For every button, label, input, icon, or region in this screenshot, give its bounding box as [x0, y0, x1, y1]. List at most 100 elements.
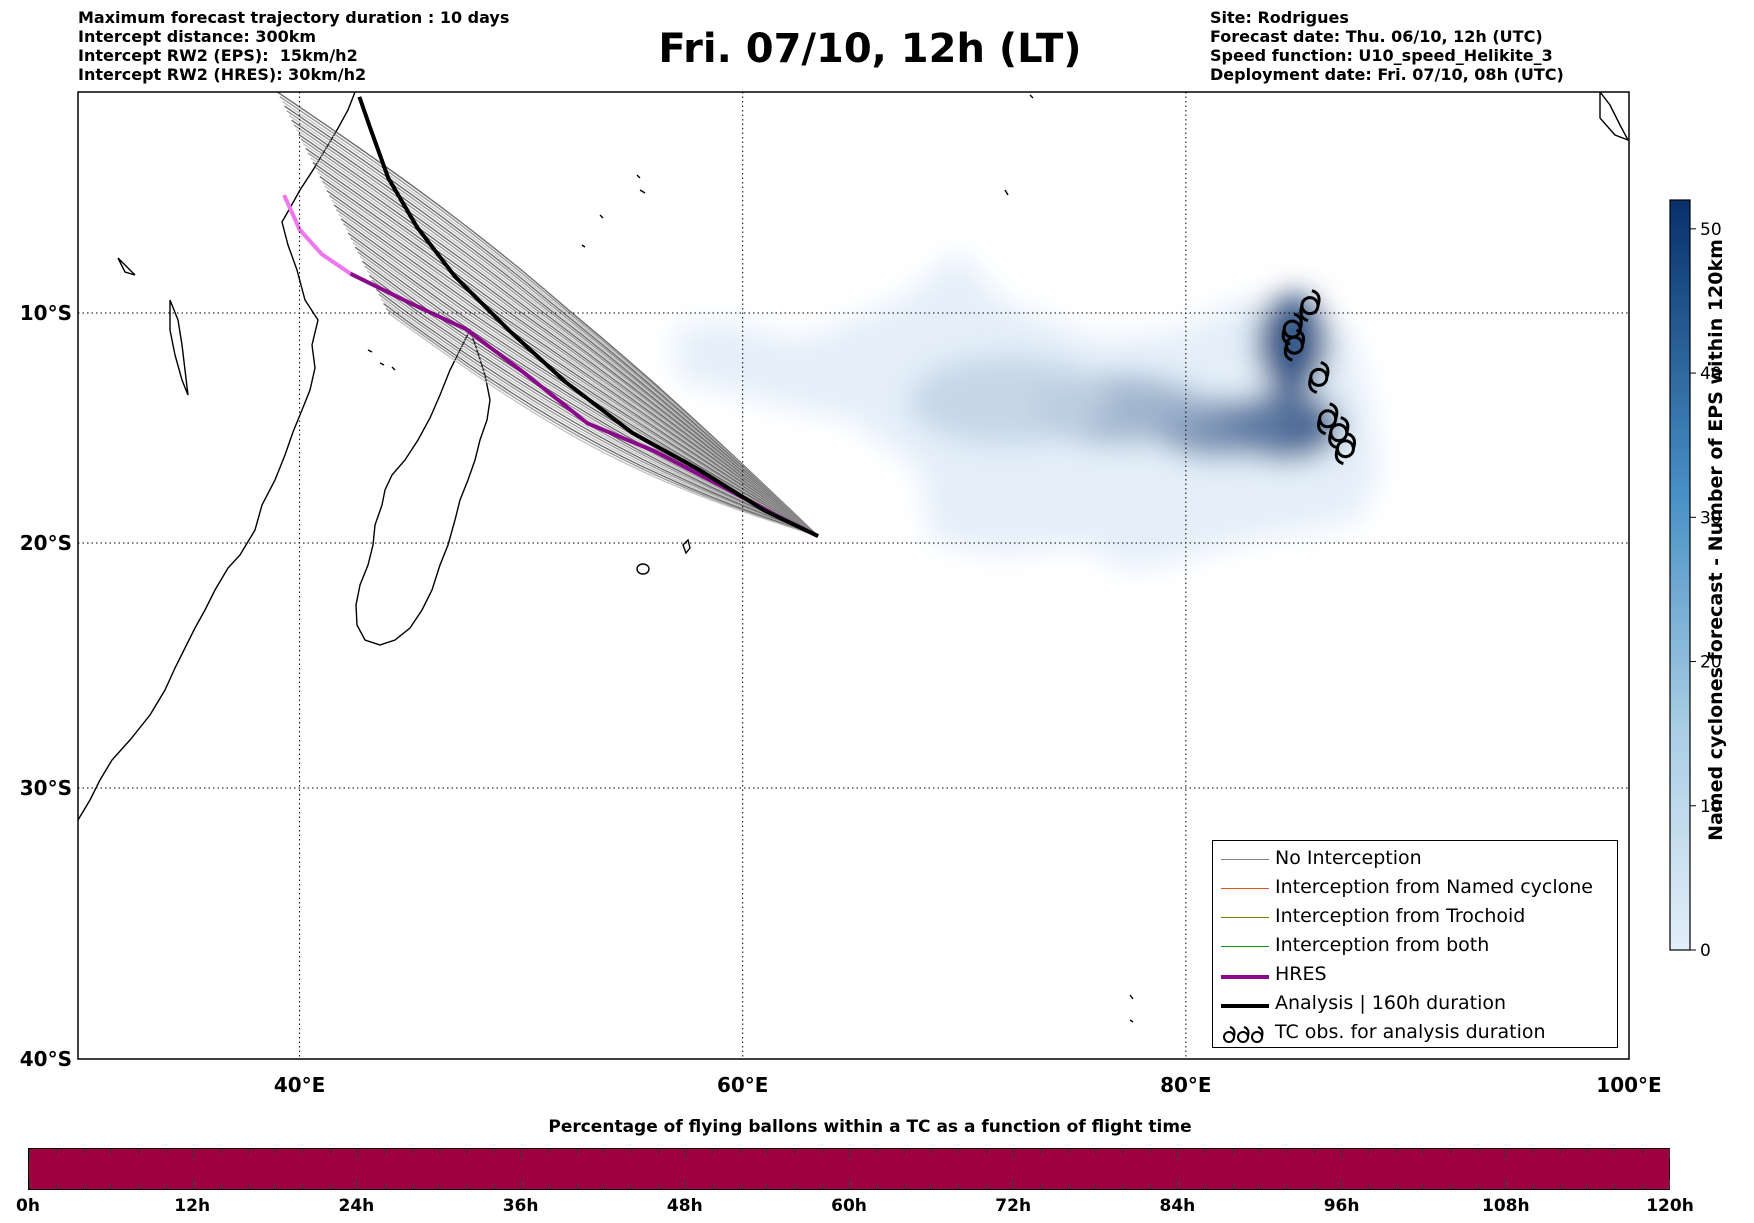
percentage-bar-tick-label: 96h	[1323, 1196, 1360, 1216]
colorbar-tick-label: 50	[1700, 220, 1722, 240]
percentage-bar-tick-label: 108h	[1482, 1196, 1530, 1216]
tc-obs-legend-icon	[1223, 1026, 1264, 1043]
ensemble-track	[326, 190, 819, 537]
percentage-bar-minor-tick	[357, 1179, 358, 1189]
ensemble-track	[298, 133, 819, 537]
percentage-bar-minor-tick	[1614, 1149, 1616, 1154]
ensemble-track	[281, 100, 819, 537]
percentage-bar-minor-tick	[1532, 1184, 1534, 1189]
ensemble-track	[385, 307, 819, 537]
percentage-bar-minor-tick	[1095, 1184, 1096, 1189]
percentage-bar-minor-tick	[1341, 1149, 1342, 1159]
kerguelen-dots	[1129, 994, 1134, 1023]
percentage-bar-minor-tick	[275, 1149, 276, 1154]
ensemble-track	[345, 227, 819, 537]
map-frame	[77, 91, 1630, 1060]
axis-labels: 40°E 60°E 80°E 100°E 10°S 20°S 30°S 40°S	[20, 301, 1662, 1097]
madagascar-outline	[355, 328, 491, 646]
percentage-bar-minor-tick	[1259, 1149, 1260, 1154]
ensemble-track	[324, 185, 819, 537]
legend-item: Interception from both	[1213, 934, 1617, 960]
percentage-bar-tick-label: 36h	[502, 1196, 539, 1216]
percentage-bar-minor-tick	[603, 1184, 604, 1189]
legend-label: TC obs. for analysis duration	[1275, 1021, 1546, 1043]
percentage-bar-minor-tick	[821, 1149, 823, 1154]
ensemble-track	[380, 298, 819, 537]
ensemble-track	[288, 114, 819, 537]
percentage-bar-minor-tick	[876, 1184, 878, 1189]
ensemble-track	[375, 288, 819, 537]
percentage-bar-minor-tick	[767, 1149, 768, 1154]
percentage-bar-minor-tick	[1177, 1149, 1178, 1159]
percentage-bar-minor-tick	[1149, 1184, 1151, 1189]
ensemble-track	[352, 241, 819, 537]
percentage-bar-tick-label: 24h	[338, 1196, 375, 1216]
header-right-line: Site: Rodrigues	[1210, 8, 1349, 27]
seychelles-islands	[581, 174, 646, 248]
percentage-bar-minor-tick	[739, 1184, 741, 1189]
ensemble-track	[333, 204, 819, 537]
percentage-bar-minor-tick	[1013, 1179, 1014, 1189]
percentage-bar-minor-tick	[657, 1184, 659, 1189]
percentage-bar-minor-tick	[83, 1149, 85, 1154]
percentage-bar-minor-tick	[931, 1184, 932, 1189]
ensemble-track	[328, 194, 819, 537]
header-right-line: Deployment date: Fri. 07/10, 08h (UTC)	[1210, 65, 1564, 84]
percentage-bar-minor-tick	[1122, 1184, 1124, 1189]
lon-tick-label: 80°E	[1160, 1073, 1212, 1097]
percentage-bar-minor-tick	[1040, 1184, 1042, 1189]
legend-item: HRES	[1213, 963, 1617, 989]
percentage-bar-minor-tick	[1505, 1179, 1506, 1189]
percentage-bar-minor-tick	[931, 1149, 932, 1154]
legend-label: HRES	[1275, 963, 1327, 985]
colorbar-tick-label: 10	[1700, 797, 1722, 817]
percentage-bar-minor-tick	[439, 1149, 440, 1154]
legend-item: Interception from Trochoid	[1213, 905, 1617, 931]
percentage-bar-minor-tick	[329, 1149, 331, 1154]
percentage-bar-tick-label: 0h	[16, 1196, 40, 1216]
reunion-island	[636, 563, 650, 575]
lat-tick-label: 20°S	[20, 531, 72, 555]
map-area	[78, 92, 1629, 1023]
ensemble-track	[291, 119, 819, 537]
tc-obs-icon	[1308, 360, 1330, 394]
ensemble-track	[338, 213, 819, 537]
percentage-bar-minor-tick	[1095, 1149, 1096, 1154]
header-left-line: Intercept RW2 (HRES): 30km/h2	[78, 65, 367, 84]
legend-swatch	[1221, 946, 1269, 947]
hres-track-tail	[282, 194, 352, 276]
cyclone-density-field	[672, 250, 1380, 570]
percentage-bar-minor-tick	[193, 1149, 194, 1159]
lon-tick-label: 40°E	[274, 1073, 326, 1097]
percentage-bar-minor-tick	[1368, 1184, 1370, 1189]
percentage-bar-minor-tick	[1423, 1184, 1424, 1189]
percentage-bar-minor-tick	[1477, 1184, 1479, 1189]
ensemble-track	[309, 157, 819, 537]
percentage-bar-minor-tick	[685, 1149, 686, 1159]
percentage-bar-minor-tick	[1559, 1149, 1561, 1154]
percentage-bar-minor-tick	[1313, 1149, 1315, 1154]
africa-coastline	[78, 92, 356, 821]
land-outlines	[78, 92, 1629, 1023]
percentage-bar-minor-tick	[1204, 1184, 1206, 1189]
percentage-bar-minor-tick	[302, 1149, 304, 1154]
colorbar-tick-label: 20	[1700, 653, 1722, 673]
ensemble-track	[314, 166, 819, 537]
percentage-bar-minor-tick	[821, 1184, 823, 1189]
percentage-bar-minor-tick	[958, 1184, 960, 1189]
percentage-bar-minor-tick	[56, 1149, 58, 1154]
percentage-bar-minor-tick	[138, 1149, 140, 1154]
percentage-bar-minor-tick	[712, 1184, 714, 1189]
legend-label: Interception from both	[1275, 934, 1490, 956]
percentage-bar-minor-tick	[302, 1184, 304, 1189]
percentage-bar-tick-label: 120h	[1646, 1196, 1694, 1216]
tc-obs-icon	[1299, 289, 1321, 323]
percentage-bar-minor-tick	[220, 1149, 222, 1154]
lat-tick-label: 40°S	[20, 1047, 72, 1071]
tc-obs-icon	[1283, 328, 1306, 362]
percentage-bar-minor-tick	[247, 1149, 249, 1154]
percentage-bar-minor-tick	[1231, 1184, 1233, 1189]
tc-obs-icon	[1334, 432, 1357, 466]
percentage-bar-minor-tick	[83, 1184, 85, 1189]
